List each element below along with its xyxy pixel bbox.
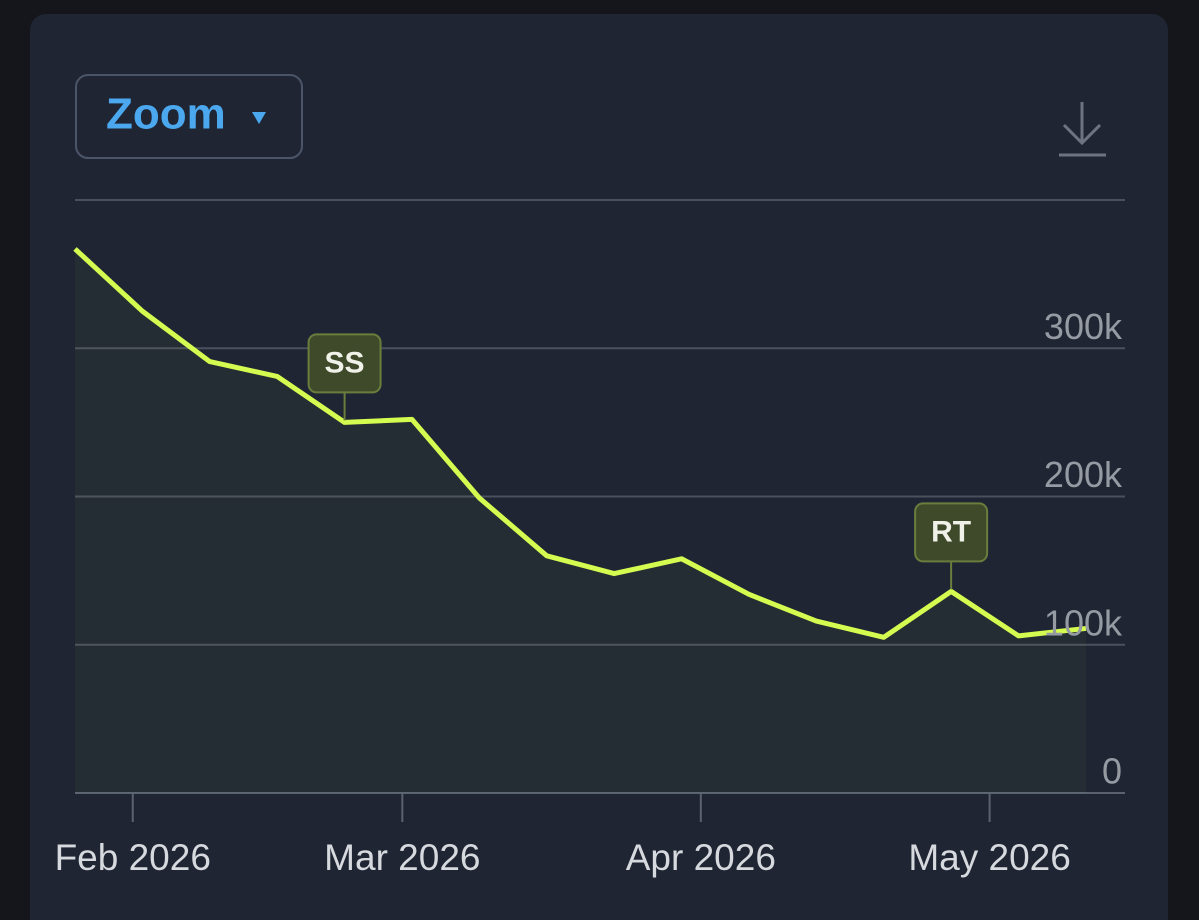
x-tick-label: May 2026 — [908, 837, 1071, 878]
y-tick-label: 100k — [1044, 602, 1123, 643]
x-tick-label: Apr 2026 — [626, 837, 776, 878]
annotation-box — [914, 502, 989, 563]
annotation: RT — [914, 502, 989, 590]
x-tick-label: Feb 2026 — [55, 837, 211, 878]
download-button[interactable] — [1059, 102, 1106, 157]
series-line — [73, 247, 1087, 640]
annotation-label: SS — [325, 346, 365, 379]
y-tick-label: 300k — [1044, 306, 1123, 347]
zoom-label[interactable]: Zoom — [106, 90, 226, 139]
download-head[interactable] — [1062, 123, 1102, 146]
zoom-button-frame[interactable] — [75, 74, 303, 159]
annotation-label: RT — [931, 515, 971, 548]
annotation-box — [307, 333, 382, 394]
area-fill — [75, 248, 1086, 794]
y-tick-label: 200k — [1044, 454, 1123, 495]
annotation: SS — [307, 333, 382, 421]
dropdown-arrow[interactable] — [252, 112, 266, 124]
x-tick-label: Mar 2026 — [324, 837, 480, 878]
panel — [30, 14, 1168, 920]
zoom-button[interactable]: Zoom — [75, 74, 303, 159]
y-tick-label: 0 — [1102, 751, 1122, 792]
